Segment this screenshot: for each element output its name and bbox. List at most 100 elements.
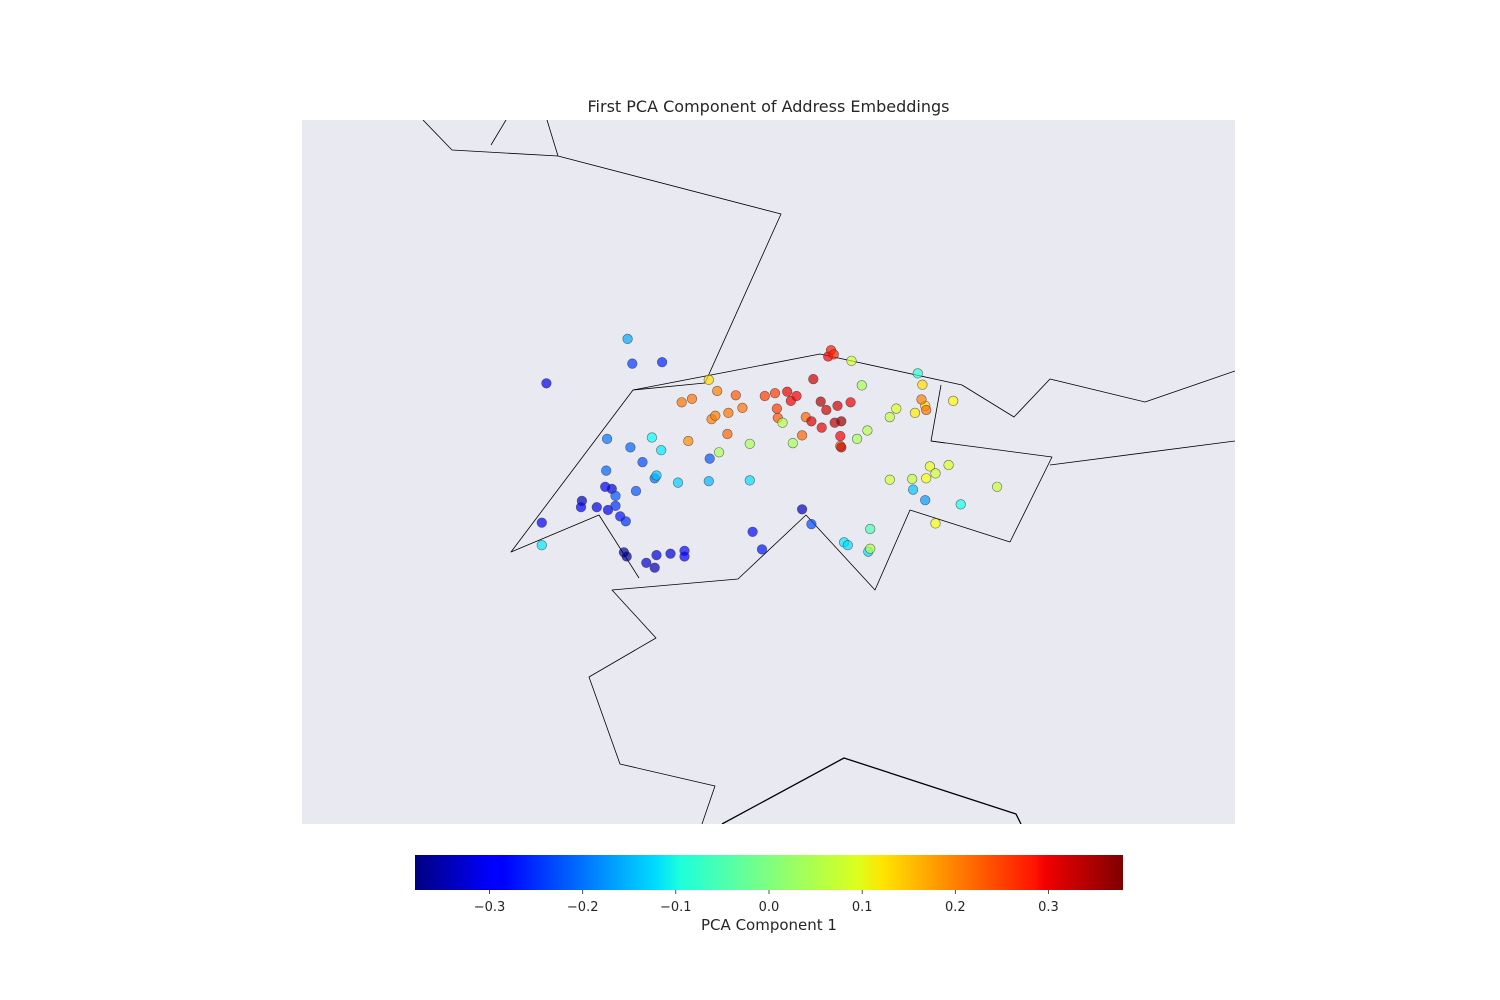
scatter-point (836, 442, 847, 453)
colorbar-tick-label: 0.2 (945, 900, 966, 915)
scatter-point (610, 500, 621, 511)
scatter-point (665, 548, 676, 559)
scatter-point (622, 333, 633, 345)
scatter-point (912, 368, 923, 379)
scatter-point (771, 403, 783, 414)
scatter-point (730, 390, 741, 401)
scatter-point (943, 459, 954, 471)
scatter-point (541, 378, 552, 389)
scatter-point (625, 442, 636, 453)
boundary-line (721, 757, 1022, 824)
scatter-point (676, 397, 687, 408)
scatter-point (536, 540, 547, 551)
region-boundaries (422, 120, 1235, 824)
colorbar-tick-label: −0.2 (567, 900, 599, 915)
scatter-point (651, 549, 662, 561)
scatter-point (679, 551, 690, 562)
scatter-point (747, 526, 758, 537)
scatter-point (856, 380, 867, 391)
scatter-point (924, 461, 936, 472)
scatter-point (948, 395, 959, 407)
scatter-point (787, 438, 798, 449)
scatter-point (884, 474, 895, 485)
scatter-point (769, 388, 781, 399)
scatter-point (744, 438, 755, 449)
scatter-point (815, 396, 826, 407)
scatter-point (646, 432, 658, 443)
scatter-point (575, 502, 587, 513)
scatter-point (865, 543, 876, 554)
scatter-point (620, 516, 631, 527)
scatter-point (907, 484, 919, 495)
scatter-point (791, 390, 802, 402)
scatter-point (828, 349, 839, 360)
colorbar-label: PCA Component 1 (701, 916, 837, 934)
scatter-point (846, 355, 857, 366)
scatter-point (851, 433, 863, 445)
scatter-point (921, 404, 932, 416)
scatter-point (920, 495, 931, 506)
boundary-line (546, 120, 559, 157)
scatter-point (907, 473, 918, 485)
colorbar-tick-label: −0.3 (474, 900, 506, 915)
scatter-point (930, 468, 941, 479)
scatter-point (806, 416, 817, 427)
scatter-point (630, 485, 642, 497)
scatter-point (703, 374, 714, 385)
scatter-point (845, 397, 856, 408)
scatter-point (777, 417, 788, 428)
colorbar-tick-label: −0.1 (660, 900, 692, 915)
scatter-point (816, 422, 827, 433)
scatter-point (884, 412, 895, 423)
scatter-point (536, 517, 547, 528)
scatter-point (637, 457, 648, 468)
scatter-point (921, 473, 932, 484)
scatter-point (916, 394, 927, 405)
scatter-point (744, 475, 755, 486)
scatter-point (722, 428, 733, 440)
scatter-point (909, 407, 921, 419)
scatter-point (917, 379, 928, 390)
scatter-point (835, 431, 846, 442)
scatter-point (713, 447, 725, 458)
colorbar-tick-label: 0.3 (1038, 900, 1059, 915)
scatter-point (621, 551, 632, 562)
colorbar: −0.3 −0.2 −0.1 0.0 0.1 0.2 0.3 PCA Component 1 (415, 855, 1123, 934)
scatter-point (703, 476, 714, 487)
plot-area (302, 120, 1235, 824)
boundary-line (490, 120, 507, 146)
scatter-point (756, 544, 768, 555)
scatter-point (808, 374, 819, 385)
colorbar-tick-label: 0.1 (852, 900, 873, 915)
scatter-point (683, 435, 694, 447)
scatter-point (656, 357, 668, 368)
scatter-point (649, 562, 660, 573)
boundary-line (588, 440, 1053, 824)
scatter-point (891, 403, 902, 414)
scatter-point (651, 470, 662, 481)
scatter-point (930, 518, 941, 529)
scatter-point (796, 430, 808, 441)
scatter-point (591, 502, 602, 513)
scatter-point (759, 390, 770, 402)
scatter-point (842, 540, 853, 551)
scatter-point (601, 433, 613, 445)
scatter-point (782, 386, 793, 397)
scatter-point (832, 400, 843, 411)
boundary-line (510, 382, 706, 579)
scatter-point (806, 518, 817, 530)
scatter-point (955, 499, 966, 510)
scatter-point (836, 416, 847, 427)
scatter-point (710, 410, 721, 421)
scatter-point (656, 445, 667, 456)
scatter-point (723, 407, 734, 419)
scatter-point (865, 523, 876, 535)
colorbar-tick-label: 0.0 (759, 900, 780, 915)
scatter-point (641, 557, 652, 568)
scatter-point (601, 465, 612, 476)
scatter-point (862, 425, 873, 436)
scatter-point (627, 358, 638, 369)
scatter-point (821, 404, 832, 416)
scatter-point (737, 402, 748, 414)
